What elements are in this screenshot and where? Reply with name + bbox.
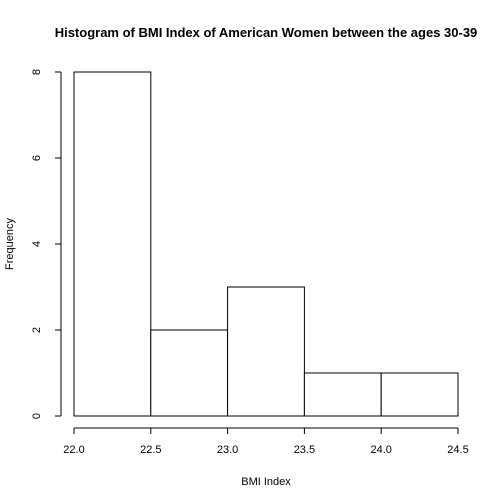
x-tick-label-1: 22.5 [140, 444, 161, 456]
x-tick-label-2: 23.0 [217, 444, 238, 456]
x-axis-label: BMI Index [241, 476, 291, 488]
bars-group [73, 71, 459, 417]
x-tick-label-3: 23.5 [294, 444, 315, 456]
y-tick-label-3: 6 [31, 155, 43, 161]
chart-title: Histogram of BMI Index of American Women… [55, 25, 478, 40]
histogram-bar-3 [303, 372, 382, 417]
histogram-bar-0 [73, 71, 152, 417]
y-tick-label-0: 0 [31, 413, 43, 419]
x-tick-label-5: 24.5 [447, 444, 468, 456]
histogram-bar-1 [150, 329, 229, 417]
x-tick-label-0: 22.0 [63, 444, 84, 456]
histogram-bar-2 [227, 286, 305, 417]
x-axis: 22.0 22.5 23.0 23.5 24.0 24.5 [63, 427, 469, 456]
histogram-bar-4 [380, 372, 459, 417]
x-tick-label-4: 24.0 [370, 444, 391, 456]
y-axis-label: Frequency [4, 218, 16, 270]
y-tick-label-2: 4 [31, 241, 43, 247]
y-tick-label-4: 8 [31, 69, 43, 75]
y-axis: 0 2 4 6 8 [31, 69, 62, 419]
y-tick-label-1: 2 [31, 327, 43, 333]
